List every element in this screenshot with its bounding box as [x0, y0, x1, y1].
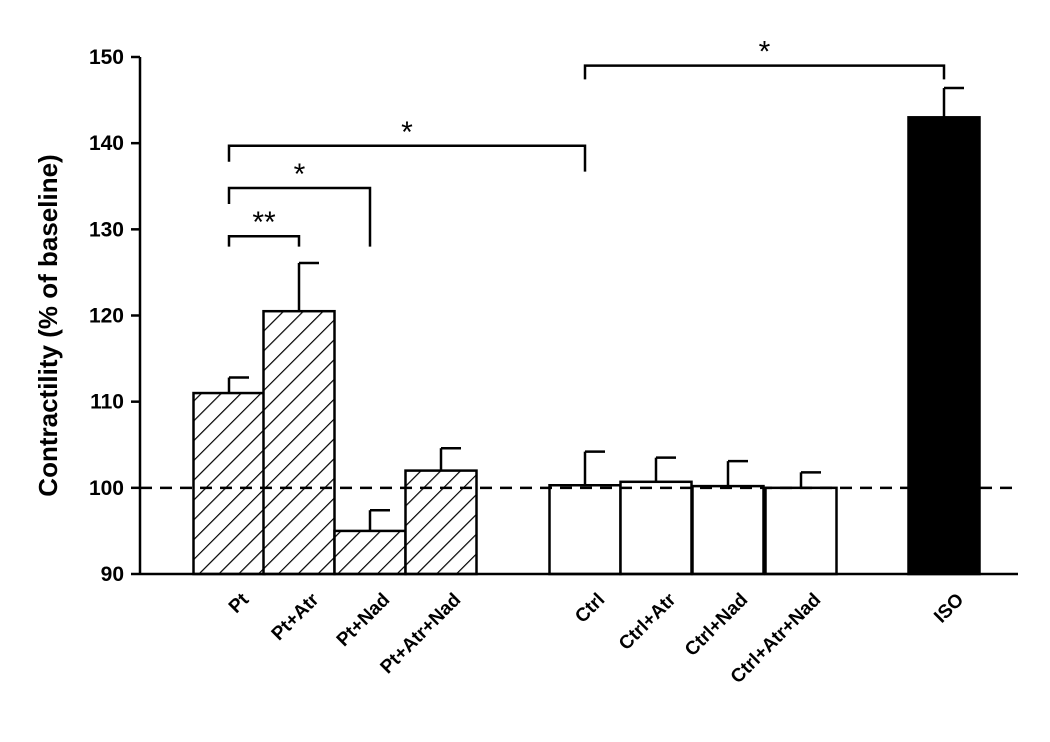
significance-label: **	[252, 206, 276, 239]
x-tick-label: Pt	[225, 589, 254, 618]
significance-bracket	[583, 64, 946, 80]
y-tick-label: 90	[101, 563, 124, 586]
bar-iso	[907, 116, 981, 576]
x-tick-label: Ctrl+Atr	[615, 589, 681, 655]
bar-ctrl	[548, 483, 622, 576]
y-tick-label: 100	[89, 477, 124, 500]
x-tick-label: Pt+Nad	[333, 589, 395, 651]
significance-layer: *****	[227, 36, 946, 247]
x-tick-label: ISO	[930, 589, 968, 627]
bar-pt-nad	[333, 529, 407, 576]
y-tick-label: 110	[90, 391, 124, 414]
y-axis-title: Contractility (% of baseline)	[33, 154, 63, 496]
y-tick-label: 120	[89, 305, 124, 328]
x-tick-label: Ctrl+Nad	[681, 589, 752, 660]
y-tick-label: 130	[89, 218, 124, 241]
x-tick-label: Ctrl	[571, 589, 609, 627]
bar-pt	[192, 391, 266, 576]
x-tick-label: Pt+Atr	[268, 589, 324, 645]
bar-ctrl-atr-nad	[764, 486, 838, 576]
bar-ctrl-atr	[619, 480, 693, 576]
bar-ctrl-nad	[691, 484, 765, 576]
bar-pt-atr	[262, 309, 336, 576]
significance-bracket	[227, 234, 301, 247]
significance-bracket	[227, 186, 372, 247]
y-tick-label: 140	[89, 132, 124, 155]
bar-pt-atr-nad	[404, 469, 478, 576]
y-tick-label: 150	[89, 46, 124, 69]
significance-label: *	[401, 116, 413, 149]
significance-label: *	[294, 158, 306, 191]
significance-bracket	[227, 144, 587, 172]
significance-label: *	[759, 36, 771, 69]
bars-layer	[192, 86, 981, 576]
